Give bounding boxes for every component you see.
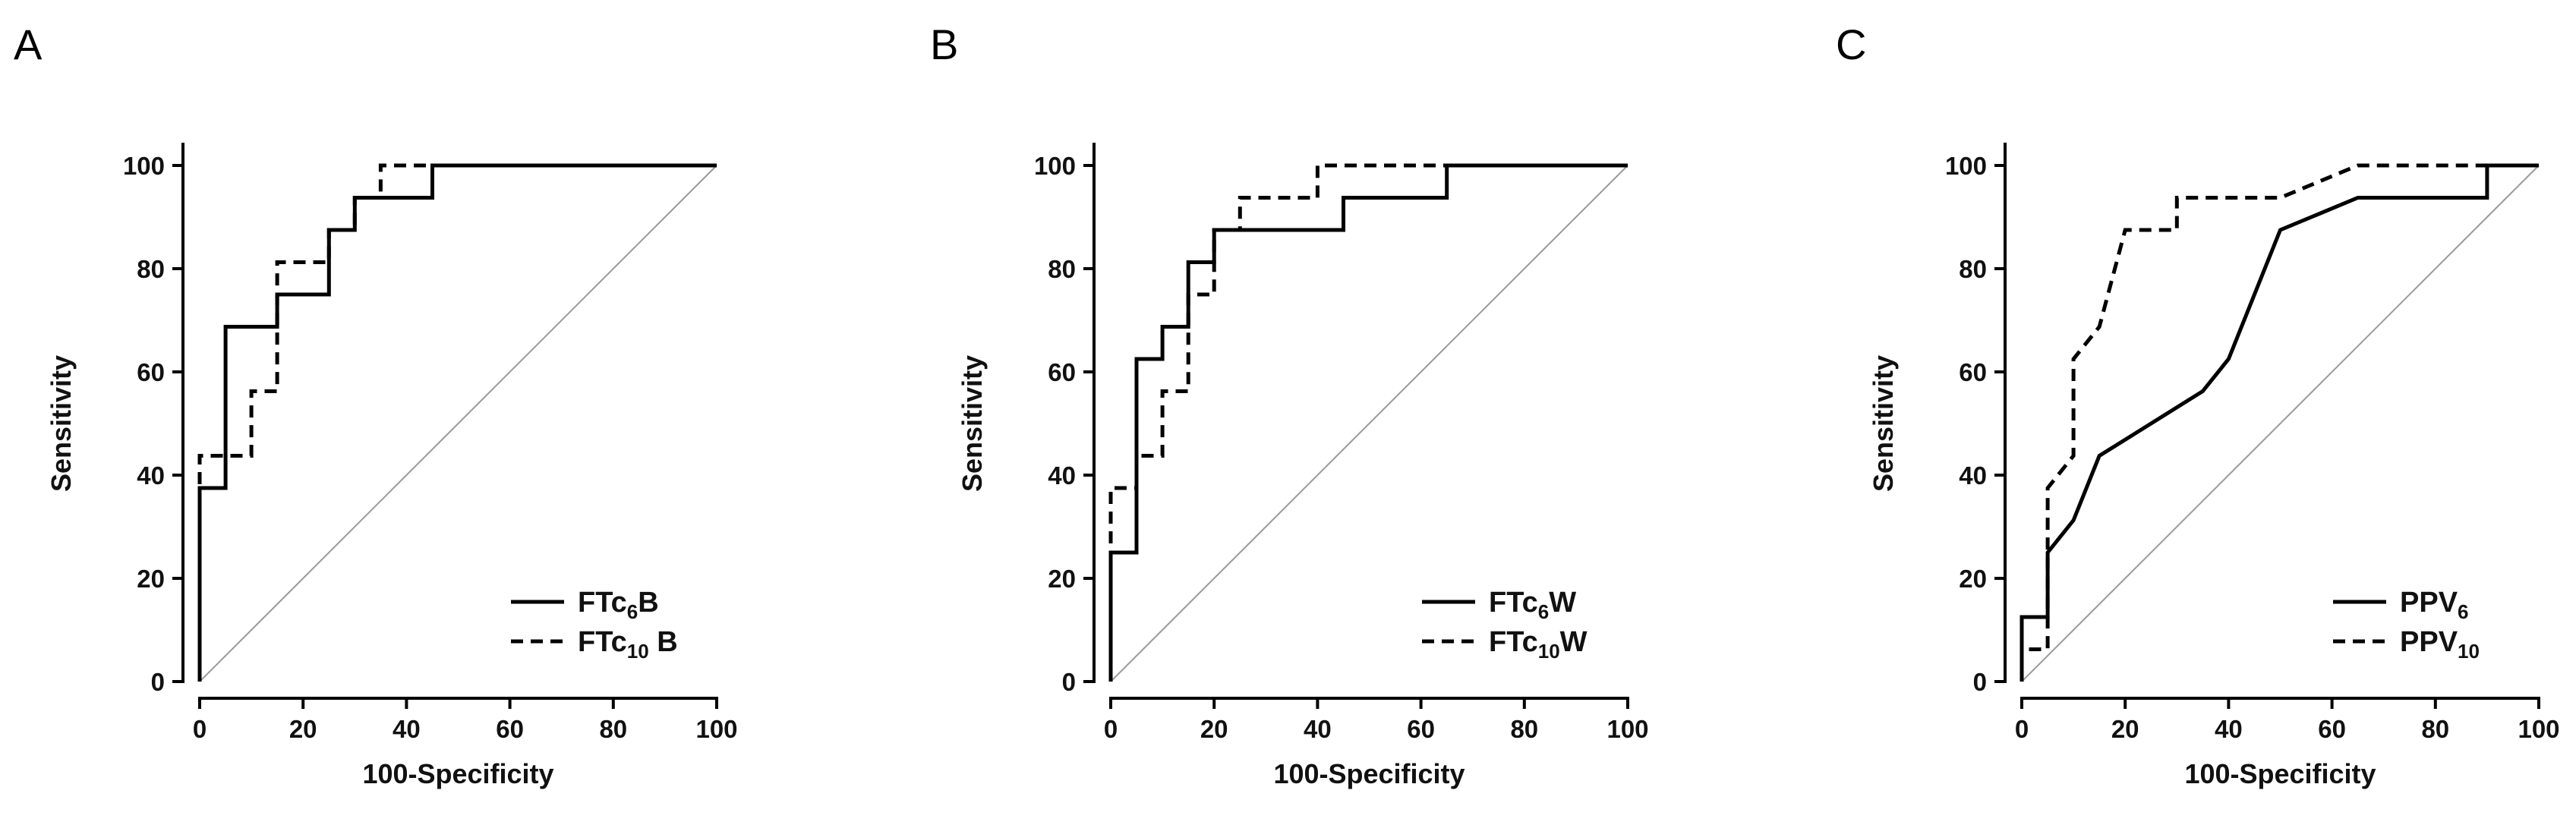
y-tick-label: 80 xyxy=(1959,255,1987,283)
reference-diagonal xyxy=(1110,165,1629,682)
y-axis-title: Sensitivity xyxy=(1868,355,1899,492)
x-tick-label: 80 xyxy=(1510,715,1538,743)
x-tick-label: 40 xyxy=(1304,715,1332,743)
y-tick-label: 80 xyxy=(137,255,165,283)
x-axis-title: 100-Specificity xyxy=(2184,758,2376,789)
roc-curve-ftc10w xyxy=(1108,163,1628,682)
roc-curve-ppv10 xyxy=(2019,163,2539,682)
x-tick-label: 0 xyxy=(1104,715,1118,743)
y-tick-label: 100 xyxy=(1034,152,1076,180)
y-tick-label: 40 xyxy=(1959,461,1987,490)
y-axis-title: Sensitivity xyxy=(957,355,988,492)
x-tick-label: 60 xyxy=(2318,715,2346,743)
x-tick-label: 40 xyxy=(393,715,421,743)
x-tick-label: 100 xyxy=(695,715,737,743)
legend-label-ftc6w: FTc6W xyxy=(1489,587,1576,623)
x-tick-label: 20 xyxy=(289,715,317,743)
y-tick-label: 40 xyxy=(1048,461,1076,490)
x-tick-label: 60 xyxy=(1407,715,1435,743)
y-tick-label: 20 xyxy=(1959,565,1987,593)
y-tick-label: 100 xyxy=(1945,152,1987,180)
x-tick-label: 100 xyxy=(2518,715,2559,743)
legend-label-ppv6: PPV6 xyxy=(2400,587,2469,623)
x-tick-label: 40 xyxy=(2215,715,2243,743)
reference-diagonal xyxy=(199,165,717,682)
x-tick-label: 20 xyxy=(1200,715,1228,743)
legend-label-ftc10w: FTc10W xyxy=(1489,626,1588,663)
reference-diagonal xyxy=(2021,165,2540,682)
x-tick-label: 0 xyxy=(2015,715,2029,743)
x-tick-label: 100 xyxy=(1606,715,1648,743)
y-tick-label: 20 xyxy=(137,565,165,593)
y-tick-label: 0 xyxy=(151,668,165,696)
x-tick-label: 80 xyxy=(2421,715,2449,743)
legend-label-ftc6b: FTc6B xyxy=(578,587,659,623)
y-tick-label: 60 xyxy=(1048,358,1076,386)
y-tick-label: 40 xyxy=(137,461,165,490)
y-tick-label: 60 xyxy=(137,358,165,386)
x-axis-title: 100-Specificity xyxy=(362,758,553,789)
panel-a: A 0 20 40 60 80 100 0 20 40 60 80 100 100-Specificit… xyxy=(14,20,738,789)
x-tick-label: 80 xyxy=(599,715,627,743)
legend-label-ftc10b: FTc10 B xyxy=(578,626,678,663)
y-tick-label: 100 xyxy=(123,152,165,180)
y-tick-label: 60 xyxy=(1959,358,1987,386)
x-tick-label: 20 xyxy=(2111,715,2139,743)
y-tick-label: 0 xyxy=(1062,668,1076,696)
panel-b-plot: 0 20 40 60 80 100 0 20 40 60 80 100 100-Specificity S… xyxy=(957,143,1649,789)
y-tick-label: 80 xyxy=(1048,255,1076,283)
panel-a-letter: A xyxy=(14,20,43,68)
panel-c-letter: C xyxy=(1836,20,1866,68)
y-tick-label: 20 xyxy=(1048,565,1076,593)
panel-b: B 0 20 40 60 80 100 0 20 40 60 80 100 100-Specificit… xyxy=(930,20,1649,789)
x-axis-title: 100-Specificity xyxy=(1273,758,1465,789)
y-tick-label: 0 xyxy=(1973,668,1987,696)
panel-c: C 0 20 40 60 80 100 0 20 40 60 80 100 100-Specificit… xyxy=(1836,20,2560,789)
x-tick-label: 0 xyxy=(193,715,207,743)
panel-c-plot: 0 20 40 60 80 100 0 20 40 60 80 100 100-Specificity S… xyxy=(1868,143,2560,789)
y-axis-title: Sensitivity xyxy=(46,355,77,492)
legend-label-ppv10: PPV10 xyxy=(2400,626,2480,663)
panel-b-letter: B xyxy=(930,20,958,68)
panel-a-plot: 0 20 40 60 80 100 0 20 40 60 80 100 100-Specificity S… xyxy=(46,143,738,789)
x-tick-label: 60 xyxy=(496,715,524,743)
roc-curve-ftc10b xyxy=(197,163,717,682)
roc-curve-ftc6b xyxy=(197,163,717,682)
